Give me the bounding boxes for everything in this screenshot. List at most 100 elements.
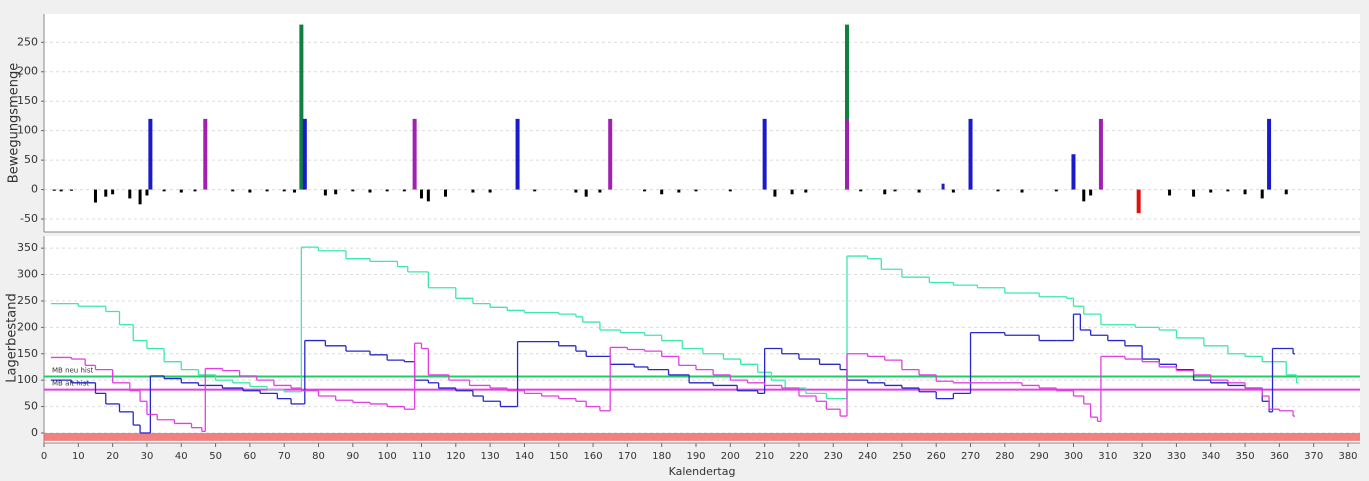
bar — [773, 189, 777, 197]
bar — [660, 189, 664, 195]
y-tick-label: 350 — [17, 241, 38, 254]
x-tick-label: 180 — [652, 451, 671, 462]
y-tick-label: 150 — [17, 94, 38, 107]
bar — [1260, 189, 1264, 199]
x-tick-label: 120 — [446, 451, 465, 462]
bar — [59, 189, 63, 192]
x-tick-label: 310 — [1098, 451, 1117, 462]
band — [44, 432, 1360, 441]
bar — [996, 189, 1000, 192]
x-tick-label: 270 — [961, 451, 980, 462]
bar — [145, 189, 149, 196]
x-tick-label: 60 — [244, 451, 257, 462]
x-tick-label: 20 — [106, 451, 119, 462]
bar — [1020, 189, 1024, 193]
bar — [1267, 118, 1272, 190]
x-tick-label: 50 — [209, 451, 222, 462]
bar — [104, 189, 108, 197]
y-tick-label: 250 — [17, 294, 38, 307]
x-tick-label: 130 — [481, 451, 500, 462]
bar — [951, 189, 955, 193]
x-tick-label: 0 — [41, 451, 47, 462]
bar — [533, 189, 537, 192]
y-tick-label: 100 — [17, 373, 38, 386]
bar — [402, 189, 406, 192]
y-tick-label: 50 — [24, 153, 38, 166]
bar — [694, 189, 698, 192]
bar — [368, 189, 372, 193]
bar — [334, 189, 338, 195]
y-tick-label: 250 — [17, 35, 38, 48]
bar — [1089, 189, 1093, 196]
bar — [1168, 189, 1172, 196]
bar — [1098, 118, 1103, 190]
bar — [293, 189, 297, 193]
x-tick-label: 190 — [686, 451, 705, 462]
bar — [515, 118, 520, 190]
x-tick-label: 370 — [1304, 451, 1323, 462]
y-tick-label: 150 — [17, 347, 38, 360]
bar — [162, 189, 166, 192]
bar — [598, 189, 602, 193]
bar — [138, 189, 142, 205]
bar — [1136, 189, 1141, 214]
reference-label: MB neu hist — [52, 366, 94, 374]
bar — [893, 189, 897, 192]
bar — [859, 189, 863, 192]
bar — [1243, 189, 1247, 195]
bar — [193, 189, 197, 192]
x-tick-label: 250 — [892, 451, 911, 462]
x-tick-label: 30 — [141, 451, 154, 462]
bar — [443, 189, 447, 197]
bar — [69, 189, 73, 191]
y-tick-label: -50 — [20, 212, 38, 225]
bar — [302, 118, 307, 190]
y-tick-label: 200 — [17, 320, 38, 333]
bar — [323, 189, 327, 196]
x-tick-label: 80 — [312, 451, 325, 462]
y-tick-label: 100 — [17, 124, 38, 137]
x-tick-label: 230 — [824, 451, 843, 462]
x-tick-label: 210 — [755, 451, 774, 462]
bar — [728, 189, 732, 192]
bar — [1284, 189, 1288, 195]
y-axis-title: Lagerbestand — [5, 293, 20, 382]
bar — [804, 189, 808, 193]
bar — [917, 189, 921, 193]
x-tick-label: 160 — [584, 451, 603, 462]
bar — [1226, 189, 1230, 192]
bar — [643, 189, 647, 192]
x-tick-label: 320 — [1133, 451, 1152, 462]
bar — [608, 118, 613, 190]
x-tick-label: 260 — [927, 451, 946, 462]
x-tick-label: 340 — [1201, 451, 1220, 462]
bar — [941, 183, 945, 190]
x-tick-label: 200 — [721, 451, 740, 462]
bar — [52, 189, 56, 191]
x-tick-label: 330 — [1167, 451, 1186, 462]
y-tick-label: 200 — [17, 65, 38, 78]
x-tick-label: 290 — [1030, 451, 1049, 462]
bar — [385, 189, 389, 192]
y-tick-label: 300 — [17, 268, 38, 281]
bar — [248, 189, 252, 193]
bottom-plot-area — [44, 236, 1360, 443]
bar — [968, 118, 973, 190]
bar — [111, 189, 115, 195]
bar — [351, 189, 355, 192]
bar — [762, 118, 767, 190]
x-axis-title: Kalendertag — [669, 465, 736, 478]
x-tick-label: 350 — [1236, 451, 1255, 462]
bar — [844, 24, 849, 190]
x-tick-label: 360 — [1270, 451, 1289, 462]
x-tick-label: 220 — [789, 451, 808, 462]
bar — [282, 189, 286, 192]
x-tick-label: 170 — [618, 451, 637, 462]
bar — [574, 189, 578, 193]
bar — [179, 189, 183, 193]
x-tick-label: 150 — [549, 451, 568, 462]
bar — [231, 189, 235, 192]
bar — [471, 189, 475, 193]
